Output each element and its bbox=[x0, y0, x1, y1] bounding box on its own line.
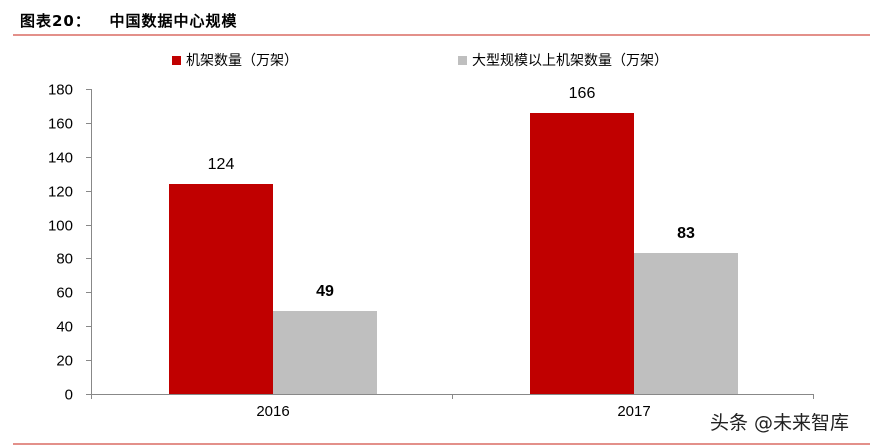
figure-title: 中国数据中心规模 bbox=[109, 12, 238, 30]
y-tick-label: 140 bbox=[47, 149, 73, 167]
y-tick bbox=[86, 157, 91, 158]
y-tick-label: 180 bbox=[47, 81, 73, 99]
chart-title: 图表20： 中国数据中心规模 bbox=[20, 10, 238, 31]
legend-label: 机架数量（万架） bbox=[186, 53, 298, 69]
x-tick bbox=[813, 394, 814, 399]
legend-label: 大型规模以上机架数量（万架） bbox=[472, 53, 668, 69]
bar-large-racks bbox=[273, 310, 377, 394]
legend-swatch-gray-icon bbox=[458, 55, 467, 65]
figure-label: 图表20： bbox=[20, 12, 91, 30]
y-tick-label: 20 bbox=[56, 352, 73, 370]
bar-large-racks bbox=[634, 253, 738, 394]
y-tick bbox=[86, 225, 91, 226]
top-rule bbox=[13, 34, 870, 36]
data-label: 124 bbox=[207, 155, 235, 173]
x-tick-label: 2017 bbox=[617, 403, 651, 420]
y-tick bbox=[86, 394, 91, 395]
bar-total-racks bbox=[530, 112, 634, 394]
y-tick-label: 100 bbox=[47, 217, 73, 235]
legend-swatch-red-icon bbox=[172, 55, 181, 65]
x-tick-label: 2016 bbox=[256, 403, 290, 420]
data-label: 166 bbox=[568, 84, 596, 102]
watermark: 头条 @未来智库 bbox=[710, 412, 850, 434]
data-label: 83 bbox=[677, 225, 695, 243]
y-tick bbox=[86, 89, 91, 90]
y-tick bbox=[86, 191, 91, 192]
legend-item-total-racks: 机架数量（万架） bbox=[172, 50, 298, 70]
x-tick bbox=[452, 394, 453, 399]
y-tick bbox=[86, 258, 91, 259]
y-axis bbox=[91, 89, 92, 395]
y-tick-label: 0 bbox=[64, 386, 73, 404]
y-tick bbox=[86, 292, 91, 293]
y-tick-label: 60 bbox=[56, 284, 73, 302]
y-tick bbox=[86, 326, 91, 327]
data-label: 49 bbox=[316, 282, 334, 300]
y-tick-label: 40 bbox=[56, 318, 73, 336]
bottom-rule bbox=[13, 443, 870, 445]
y-tick bbox=[86, 123, 91, 124]
x-tick bbox=[91, 394, 92, 399]
bar-total-racks bbox=[169, 183, 273, 394]
legend-item-large-racks: 大型规模以上机架数量（万架） bbox=[458, 50, 668, 70]
y-tick-label: 160 bbox=[47, 115, 73, 133]
y-tick-label: 80 bbox=[56, 250, 73, 268]
y-tick bbox=[86, 360, 91, 361]
y-tick-label: 120 bbox=[47, 183, 73, 201]
